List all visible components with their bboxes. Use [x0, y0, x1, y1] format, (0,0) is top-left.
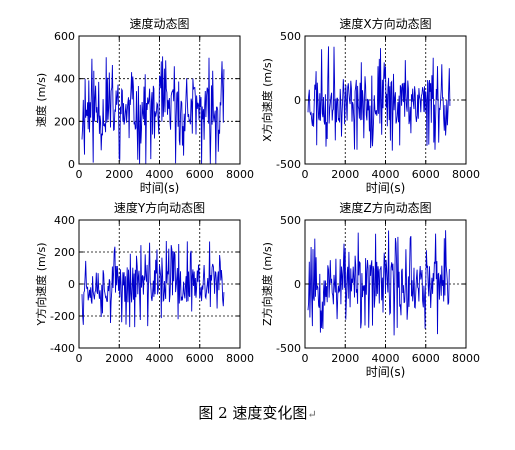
chart-title: 速度X方向动态图: [339, 16, 431, 31]
y-tick-label: 500: [280, 30, 301, 43]
y-tick-label: 0: [294, 94, 301, 107]
x-tick-label: 4000: [372, 168, 400, 181]
chart-panel-3: 0 2000 4000 6000 8000 -400 -200 0 200 400 速度Y方向动态图…: [34, 200, 254, 365]
chart-title: 速度动态图: [129, 16, 189, 31]
figure-caption: 图 2 速度变化图↵: [0, 402, 515, 423]
y-tick-label: 600: [54, 30, 75, 43]
x-tick-label: 8000: [452, 352, 480, 365]
x-tick-label: 6000: [186, 168, 214, 181]
x-tick-label: 8000: [452, 168, 480, 181]
x-tick-label: 6000: [412, 168, 440, 181]
x-tick-label: 2000: [331, 352, 359, 365]
y-axis-label: 速度 (m/s): [34, 73, 48, 127]
y-axis-label: Y方向速度 (m/s): [34, 243, 48, 327]
chart-title: 速度Y方向动态图: [114, 200, 205, 215]
series-line: [81, 240, 225, 328]
y-axis-label: X方向速度 (m/s): [260, 58, 274, 142]
x-tick-label: 2000: [105, 352, 133, 365]
series-line: [307, 230, 451, 336]
y-tick-label: 0: [68, 278, 75, 291]
y-tick-label: 200: [54, 115, 75, 128]
x-tick-label: 4000: [146, 168, 174, 181]
chart-panel-2: 0 2000 4000 6000 8000-5000500速度X方向动态图时间(s)X方…: [260, 16, 480, 195]
y-tick-label: 400: [54, 73, 75, 86]
paragraph-mark-icon: ↵: [307, 408, 317, 421]
series-line: [81, 56, 225, 165]
x-tick-label: 6000: [412, 352, 440, 365]
x-tick-label: 0: [302, 168, 309, 181]
x-tick-label: 2000: [331, 168, 359, 181]
y-tick-label: -400: [50, 342, 75, 355]
x-tick-label: 8000: [226, 352, 254, 365]
x-tick-label: 0: [302, 352, 309, 365]
x-axis-label: 时间(s): [366, 365, 406, 379]
y-tick-label: 0: [294, 278, 301, 291]
y-tick-label: 0: [68, 158, 75, 171]
x-tick-label: 8000: [226, 168, 254, 181]
x-tick-label: 0: [76, 352, 83, 365]
x-axis-label: 时间(s): [140, 181, 180, 195]
y-tick-label: 200: [54, 246, 75, 259]
x-tick-label: 2000: [105, 168, 133, 181]
series-line: [307, 46, 451, 151]
y-axis-label: Z方向速度 (m/s): [260, 242, 274, 326]
y-tick-label: -200: [50, 310, 75, 323]
y-tick-label: -500: [276, 158, 301, 171]
x-tick-label: 0: [76, 168, 83, 181]
y-tick-label: -500: [276, 342, 301, 355]
caption-text: 图 2 速度变化图: [198, 404, 308, 422]
x-axis-label: 时间(s): [366, 181, 406, 195]
y-tick-label: 500: [280, 214, 301, 227]
y-tick-label: 400: [54, 214, 75, 227]
x-tick-label: 4000: [372, 352, 400, 365]
x-tick-label: 6000: [186, 352, 214, 365]
chart-title: 速度Z方向动态图: [339, 200, 431, 215]
x-tick-label: 4000: [146, 352, 174, 365]
figure-canvas: 0 2000 4000 6000 80000200400600速度动态图时间(s)速度 …: [34, 16, 480, 379]
chart-panel-4: 0 2000 4000 6000 8000-5000500速度Z方向动态图时间(s)Z方…: [260, 200, 480, 379]
